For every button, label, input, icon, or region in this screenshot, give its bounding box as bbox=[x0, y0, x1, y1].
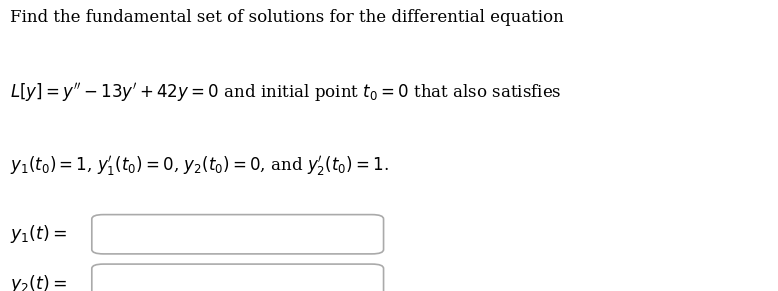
FancyBboxPatch shape bbox=[92, 264, 384, 291]
Text: $y_1(t_0) = 1$, $y_1'(t_0) = 0$, $y_2(t_0) = 0$, and $y_2'(t_0) = 1$.: $y_1(t_0) = 1$, $y_1'(t_0) = 0$, $y_2(t_… bbox=[10, 154, 389, 178]
Text: $y_1(t) =$: $y_1(t) =$ bbox=[10, 223, 68, 245]
Text: Find the fundamental set of solutions for the differential equation: Find the fundamental set of solutions fo… bbox=[10, 9, 564, 26]
FancyBboxPatch shape bbox=[92, 215, 384, 254]
Text: $L[y] = y'' - 13y' + 42y = 0$ and initial point $t_0 = 0$ that also satisfies: $L[y] = y'' - 13y' + 42y = 0$ and initia… bbox=[10, 81, 562, 104]
Text: $y_2(t) =$: $y_2(t) =$ bbox=[10, 273, 68, 291]
